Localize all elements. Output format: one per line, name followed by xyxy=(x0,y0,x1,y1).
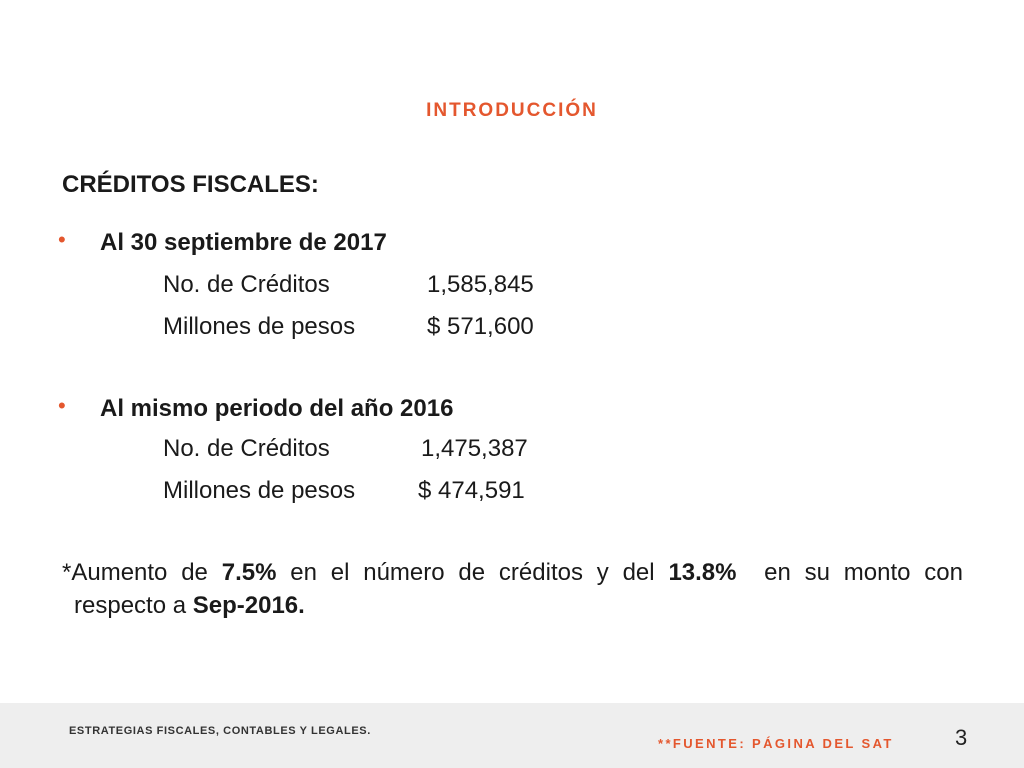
ref-period: Sep-2016. xyxy=(192,592,305,619)
row-value: $ 571,600 xyxy=(427,313,534,340)
pct-amount: 13.8% xyxy=(668,559,737,586)
row-millones-2016: Millones de pesos $ 474,591 xyxy=(163,477,525,505)
bullet-marker-icon: • xyxy=(58,393,66,418)
row-millones-2017: Millones de pesos $ 571,600 xyxy=(163,313,534,341)
note-line-2: respecto a Sep-2016. xyxy=(74,592,305,619)
increase-note: *Aumento de 7.5% en el número de crédito… xyxy=(62,556,963,622)
bullet-marker-icon: • xyxy=(58,227,66,252)
row-creditos-2016: No. de Créditos 1,475,387 xyxy=(163,435,528,463)
source-note: **FUENTE: PÁGINA DEL SAT xyxy=(658,736,894,751)
bullet-label: Al mismo periodo del año 2016 xyxy=(100,395,454,422)
row-value: 1,585,845 xyxy=(427,271,534,298)
bullet-label: Al 30 septiembre de 2017 xyxy=(100,229,387,256)
slide-heading: CRÉDITOS FISCALES: xyxy=(62,171,319,198)
company-name: ESTRATEGIAS FISCALES, CONTABLES Y LEGALE… xyxy=(69,725,371,737)
section-title: INTRODUCCIÓN xyxy=(426,100,598,121)
row-label: No. de Créditos xyxy=(163,435,330,462)
row-creditos-2017: No. de Créditos 1,585,845 xyxy=(163,271,534,299)
note-line-1: *Aumento de 7.5% en el número de crédito… xyxy=(62,559,964,586)
page-number: 3 xyxy=(955,725,968,750)
row-value: 1,475,387 xyxy=(421,435,528,462)
row-label: Millones de pesos xyxy=(163,477,356,504)
row-label: No. de Créditos xyxy=(163,271,330,298)
row-value: $ 474,591 xyxy=(418,477,525,504)
footer-bar: ESTRATEGIAS FISCALES, CONTABLES Y LEGALE… xyxy=(0,703,1024,768)
row-label: Millones de pesos xyxy=(163,313,356,340)
pct-count: 7.5% xyxy=(221,559,277,586)
